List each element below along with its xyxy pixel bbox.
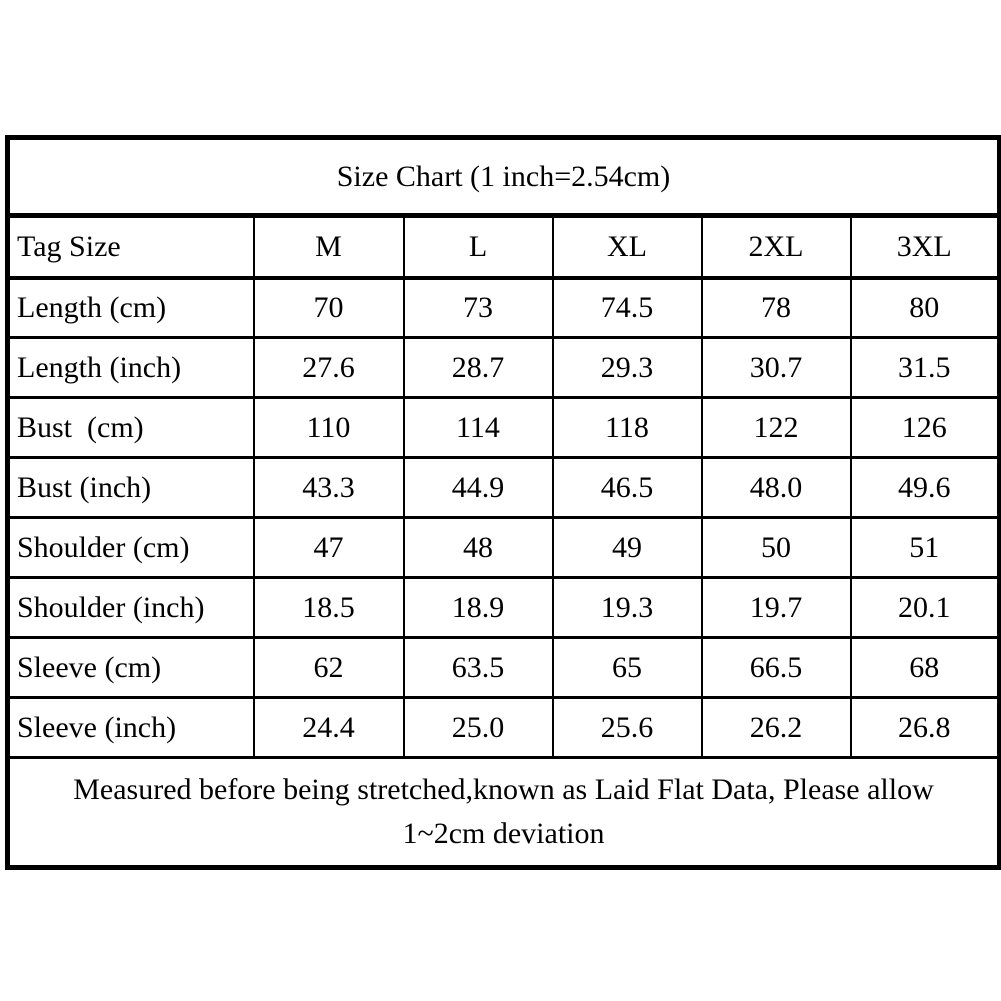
- value-cell: 20.1: [849, 576, 1001, 639]
- value-cell: 49: [551, 516, 703, 579]
- value-cell: 31.5: [849, 336, 1001, 399]
- value-cell: 66.5: [700, 636, 852, 699]
- value-cell: 70: [252, 276, 405, 339]
- header-cell-tag-size: Tag Size: [6, 214, 255, 280]
- value-cell: 73: [402, 276, 554, 339]
- value-cell: 78: [700, 276, 852, 339]
- table-footnote-row: Measured before being stretched,known as…: [6, 756, 1001, 869]
- table-title: Size Chart (1 inch=2.54cm): [6, 136, 1001, 218]
- value-cell: 114: [402, 396, 554, 459]
- value-cell: 110: [252, 396, 405, 459]
- row-label-cell: Sleeve (cm): [6, 636, 255, 699]
- value-cell: 29.3: [551, 336, 703, 399]
- row-label-cell: Bust (inch): [6, 456, 255, 519]
- footnote-line-2: 1~2cm deviation: [402, 817, 605, 850]
- value-cell: 51: [849, 516, 1001, 579]
- row-label-cell: Shoulder (inch): [6, 576, 255, 639]
- value-cell: 49.6: [849, 456, 1001, 519]
- table-header-row: Tag Size M L XL 2XL 3XL: [6, 214, 1001, 280]
- table-row-length-inch: Length (inch) 27.6 28.7 29.3 30.7 31.5: [6, 336, 1001, 399]
- value-cell: 118: [551, 396, 703, 459]
- value-cell: 65: [551, 636, 703, 699]
- table-footnote: Measured before being stretched,known as…: [6, 756, 1001, 869]
- value-cell: 80: [849, 276, 1001, 339]
- table-row-sleeve-inch: Sleeve (inch) 24.4 25.0 25.6 26.2 26.8: [6, 696, 1001, 759]
- value-cell: 48: [402, 516, 554, 579]
- value-cell: 68: [849, 636, 1001, 699]
- header-cell-size-3xl: 3XL: [849, 214, 1001, 280]
- row-label-cell: Length (inch): [6, 336, 255, 399]
- footnote-line-1: Measured before being stretched,known as…: [73, 773, 934, 806]
- value-cell: 19.7: [700, 576, 852, 639]
- value-cell: 28.7: [402, 336, 554, 399]
- value-cell: 126: [849, 396, 1001, 459]
- row-label-cell: Sleeve (inch): [6, 696, 255, 759]
- value-cell: 48.0: [700, 456, 852, 519]
- value-cell: 18.5: [252, 576, 405, 639]
- row-label-cell: Shoulder (cm): [6, 516, 255, 579]
- table-row-shoulder-cm: Shoulder (cm) 47 48 49 50 51: [6, 516, 1001, 579]
- value-cell: 30.7: [700, 336, 852, 399]
- value-cell: 122: [700, 396, 852, 459]
- value-cell: 18.9: [402, 576, 554, 639]
- header-cell-size-m: M: [252, 214, 405, 280]
- table-title-row: Size Chart (1 inch=2.54cm): [6, 136, 1001, 218]
- value-cell: 27.6: [252, 336, 405, 399]
- value-cell: 26.8: [849, 696, 1001, 759]
- value-cell: 46.5: [551, 456, 703, 519]
- value-cell: 44.9: [402, 456, 554, 519]
- value-cell: 26.2: [700, 696, 852, 759]
- table-row-length-cm: Length (cm) 70 73 74.5 78 80: [6, 276, 1001, 339]
- value-cell: 43.3: [252, 456, 405, 519]
- value-cell: 19.3: [551, 576, 703, 639]
- table-row-bust-cm: Bust (cm) 110 114 118 122 126: [6, 396, 1001, 459]
- header-cell-size-2xl: 2XL: [700, 214, 852, 280]
- row-label-cell: Length (cm): [6, 276, 255, 339]
- table-row-shoulder-inch: Shoulder (inch) 18.5 18.9 19.3 19.7 20.1: [6, 576, 1001, 639]
- value-cell: 25.6: [551, 696, 703, 759]
- row-label-cell: Bust (cm): [6, 396, 255, 459]
- value-cell: 63.5: [402, 636, 554, 699]
- value-cell: 62: [252, 636, 405, 699]
- header-cell-size-l: L: [402, 214, 554, 280]
- value-cell: 50: [700, 516, 852, 579]
- value-cell: 25.0: [402, 696, 554, 759]
- size-chart-table: Size Chart (1 inch=2.54cm) Tag Size M L …: [5, 135, 1001, 870]
- table-row-sleeve-cm: Sleeve (cm) 62 63.5 65 66.5 68: [6, 636, 1001, 699]
- value-cell: 24.4: [252, 696, 405, 759]
- header-cell-size-xl: XL: [551, 214, 703, 280]
- value-cell: 47: [252, 516, 405, 579]
- table-row-bust-inch: Bust (inch) 43.3 44.9 46.5 48.0 49.6: [6, 456, 1001, 519]
- value-cell: 74.5: [551, 276, 703, 339]
